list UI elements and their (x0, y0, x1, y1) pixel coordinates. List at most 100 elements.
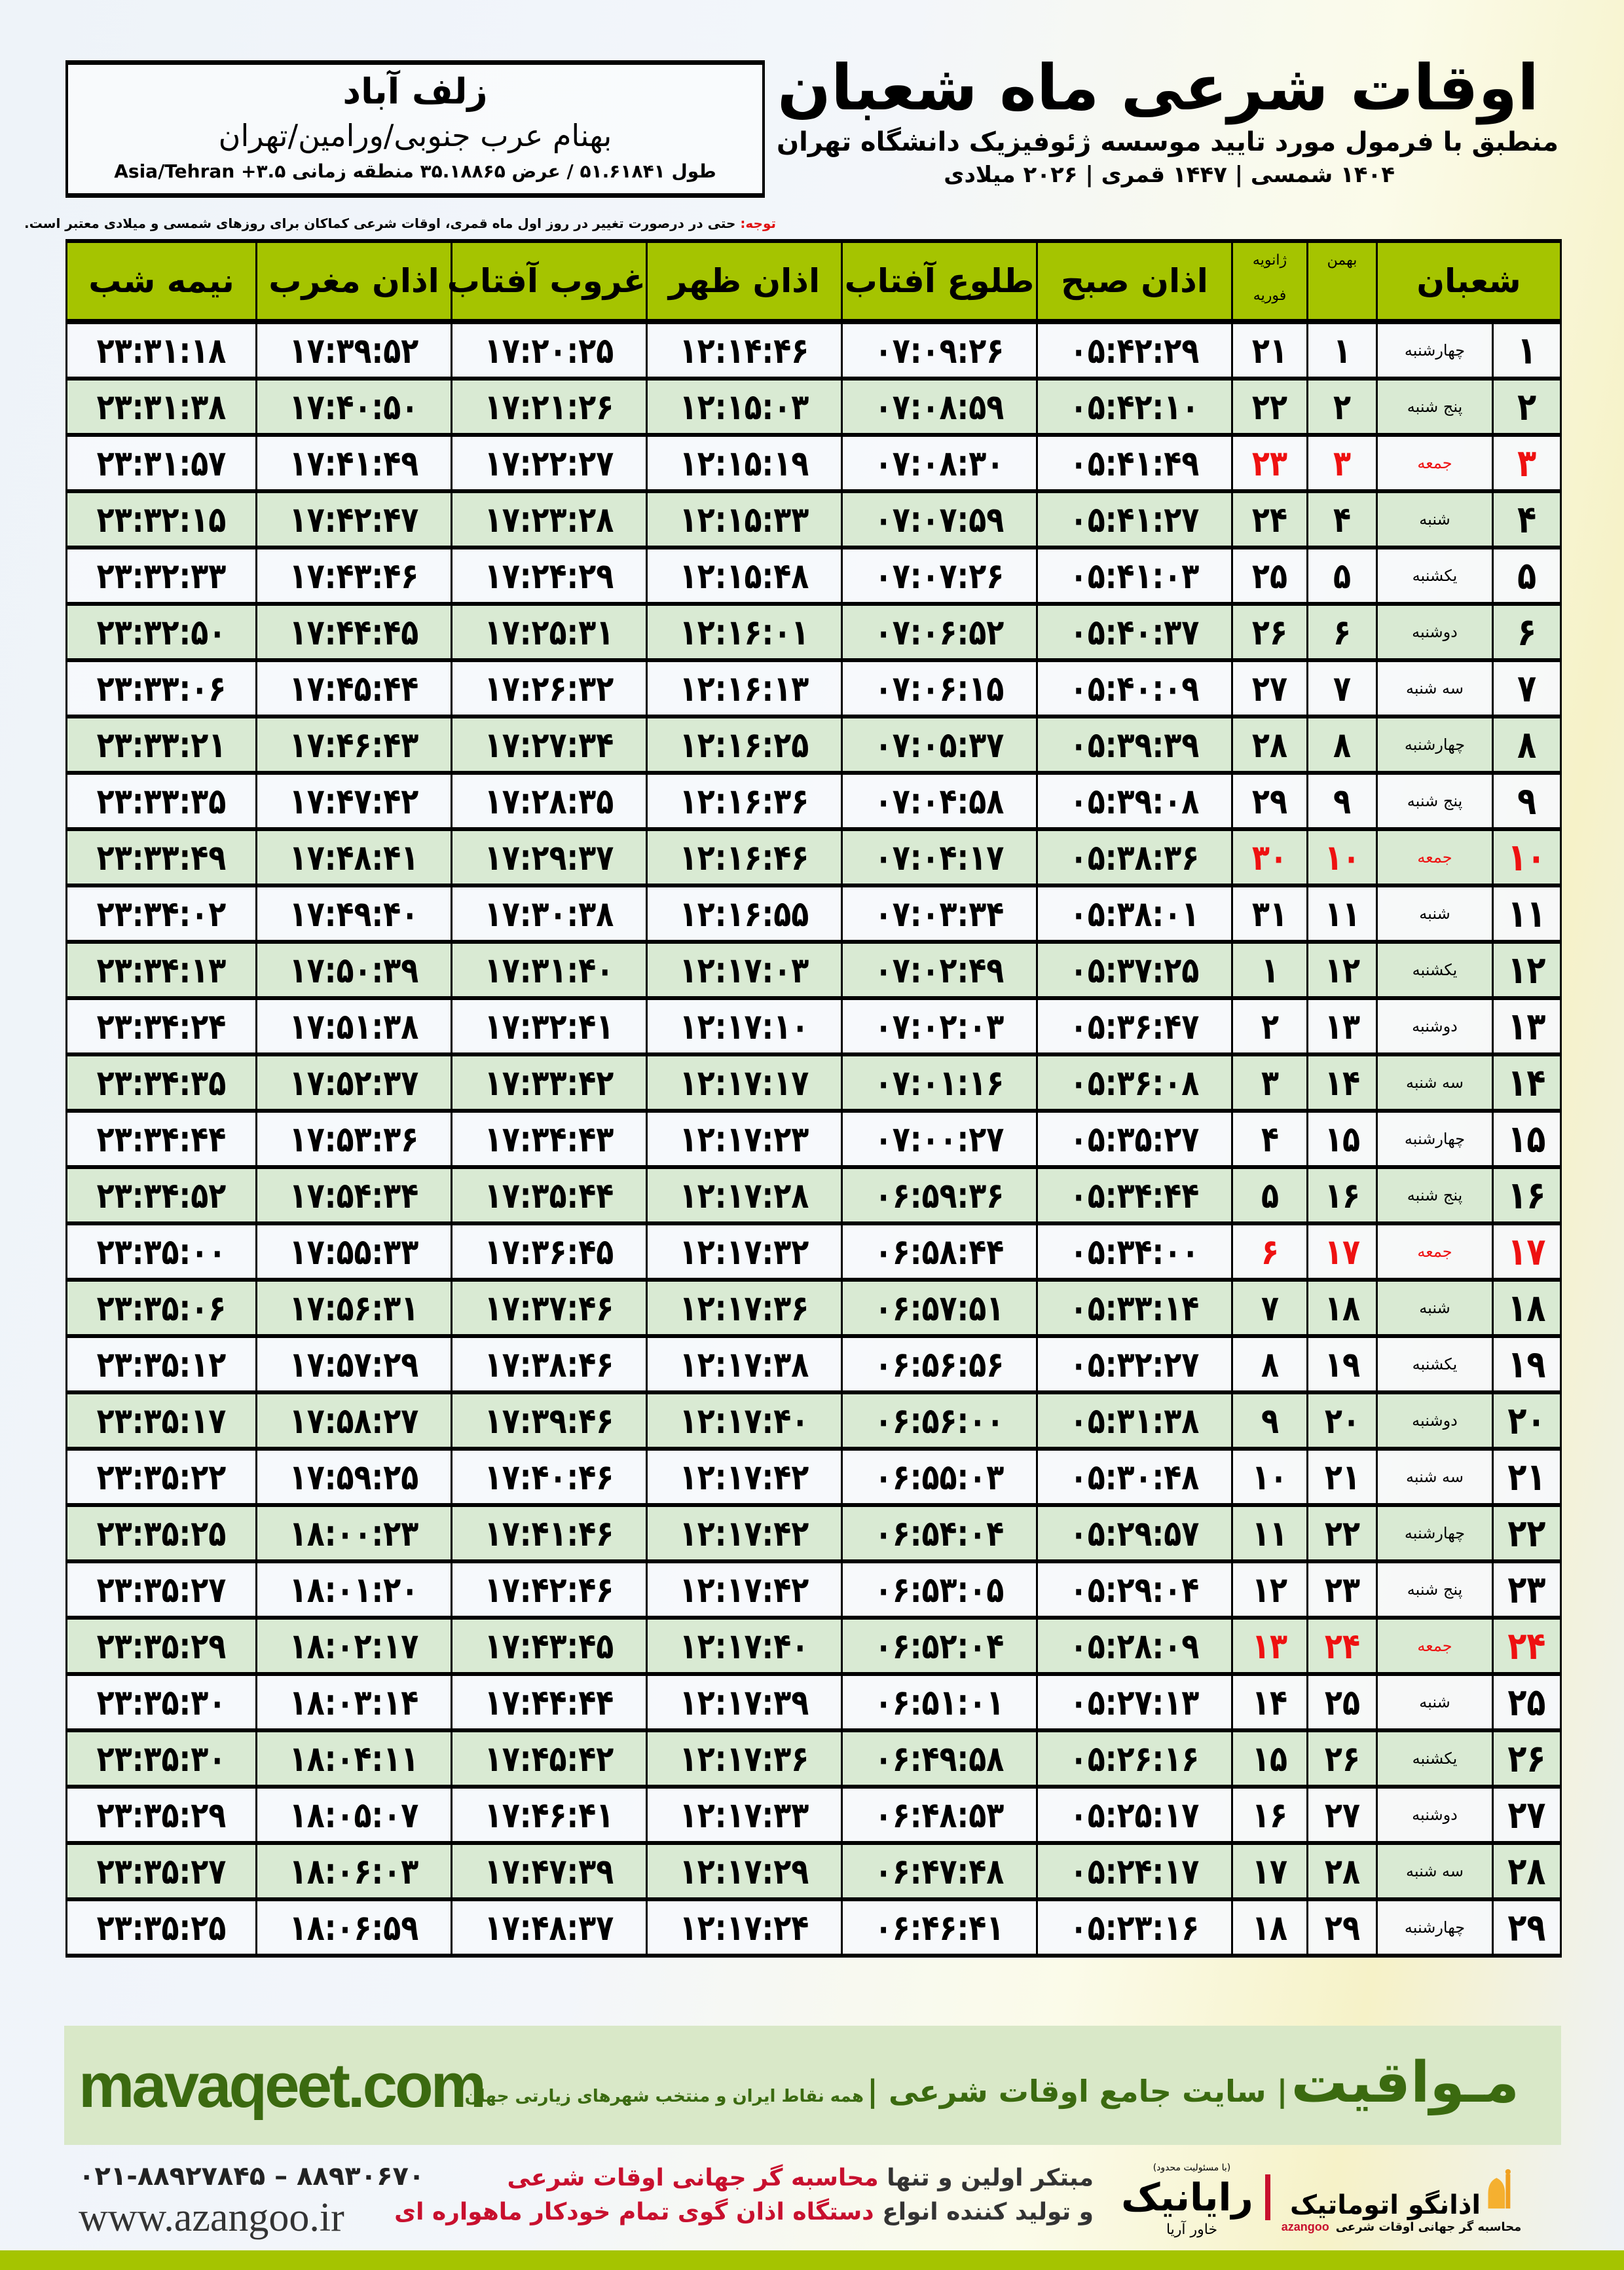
midnight-time-cell: ۲۳:۳۲:۵۰ (65, 603, 257, 662)
shaban-day-cell: ۲۵ (1492, 1673, 1562, 1732)
sunrise-time-cell: ۰۶:۵۴:۰۴ (841, 1504, 1038, 1563)
fajr-time-cell: ۰۵:۳۶:۰۸ (1036, 1053, 1233, 1113)
gregorian-day-cell: ۲۱ (1231, 320, 1308, 381)
sunset-time: ۱۷:۳۰:۳۸ (484, 893, 614, 935)
weekday: سه شنبه (1405, 1862, 1464, 1880)
gregorian-day: ۱۳ (1251, 1625, 1288, 1667)
fajr-time-cell: ۰۵:۲۴:۱۷ (1036, 1842, 1233, 1901)
midnight-time-cell: ۲۳:۳۵:۰۰ (65, 1222, 257, 1282)
header-bahman: بهمن (1306, 239, 1378, 324)
weekday-cell: سه شنبه (1375, 1053, 1494, 1113)
header-shaban: شعبان (1375, 239, 1562, 324)
maghrib-time: ۱۷:۴۳:۴۶ (289, 555, 419, 597)
header-february: فوریه (1253, 288, 1287, 304)
midnight-time: ۲۳:۳۵:۲۹ (96, 1794, 227, 1836)
fajr-time-cell: ۰۵:۳۰:۴۸ (1036, 1447, 1233, 1507)
midnight-time: ۲۳:۳۵:۲۹ (96, 1625, 227, 1667)
shaban-day-cell: ۲۶ (1492, 1729, 1562, 1789)
sunrise-time: ۰۶:۵۳:۰۵ (874, 1569, 1005, 1610)
sunrise-time-cell: ۰۷:۰۹:۲۶ (841, 320, 1038, 381)
mavaqeet-link[interactable]: mavaqeet.com (79, 2051, 487, 2121)
weekday-cell: سه شنبه (1375, 1842, 1494, 1901)
sunrise-time-cell: ۰۶:۵۲:۰۴ (841, 1616, 1038, 1676)
maghrib-time-cell: ۱۷:۴۰:۵۰ (255, 377, 452, 437)
sunrise-time: ۰۷:۰۴:۵۸ (874, 780, 1005, 822)
sunrise-time-cell: ۰۷:۰۲:۰۳ (841, 997, 1038, 1056)
sunrise-time: ۰۶:۴۸:۵۳ (874, 1794, 1005, 1836)
shaban-day: ۸ (1517, 722, 1537, 767)
bahman-day-cell: ۱۸ (1306, 1278, 1378, 1338)
bahman-day: ۱۲ (1324, 949, 1360, 991)
fajr-time: ۰۵:۳۸:۳۶ (1069, 836, 1200, 878)
sunrise-time-cell: ۰۶:۴۹:۵۸ (841, 1729, 1038, 1789)
midnight-time-cell: ۲۳:۳۲:۳۳ (65, 546, 257, 606)
shaban-day: ۱ (1517, 328, 1537, 373)
bahman-day-cell: ۱ (1306, 320, 1378, 381)
fajr-time-cell: ۰۵:۲۳:۱۶ (1036, 1898, 1233, 1958)
gregorian-day: ۲۶ (1251, 611, 1288, 653)
sunrise-time: ۰۶:۵۷:۵۱ (874, 1287, 1005, 1329)
azangoo-link[interactable]: www.azangoo.ir (79, 2195, 344, 2240)
dhuhr-time: ۱۲:۱۷:۰۳ (679, 949, 809, 991)
sunset-time: ۱۷:۴۳:۴۵ (484, 1625, 614, 1667)
fajr-time-cell: ۰۵:۴۰:۳۷ (1036, 603, 1233, 662)
weekday: پنج شنبه (1407, 792, 1463, 810)
midnight-time-cell: ۲۳:۳۵:۱۷ (65, 1391, 257, 1451)
midnight-time-cell: ۲۳:۳۴:۴۴ (65, 1109, 257, 1169)
midnight-time: ۲۳:۳۵:۱۲ (96, 1343, 227, 1385)
fajr-time: ۰۵:۲۴:۱۷ (1069, 1850, 1200, 1892)
shaban-day-cell: ۱۱ (1492, 884, 1562, 944)
sunset-time: ۱۷:۲۹:۳۷ (484, 836, 614, 878)
weekday: شنبه (1419, 1299, 1450, 1317)
shaban-day-cell: ۲۴ (1492, 1616, 1562, 1676)
bahman-day: ۲۷ (1324, 1794, 1360, 1836)
midnight-time-cell: ۲۳:۳۵:۲۹ (65, 1616, 257, 1676)
sunrise-time: ۰۶:۵۴:۰۴ (874, 1512, 1005, 1554)
fajr-time: ۰۵:۴۱:۲۷ (1069, 498, 1200, 540)
header-dhuhr: اذان ظهر (646, 239, 843, 324)
bahman-day: ۲۶ (1324, 1738, 1360, 1779)
bahman-day-cell: ۲ (1306, 377, 1378, 437)
weekday-cell: چهارشنبه (1375, 715, 1494, 775)
azangoo-name: اذانگو اتوماتیک (1290, 2190, 1481, 2220)
weekday-cell: سه شنبه (1375, 1447, 1494, 1507)
sunset-time: ۱۷:۳۶:۴۵ (484, 1231, 614, 1273)
gregorian-day: ۱۴ (1251, 1681, 1288, 1723)
sunrise-time: ۰۶:۵۹:۳۶ (874, 1174, 1005, 1216)
weekday: یکشنبه (1412, 1749, 1458, 1768)
weekday-cell: دوشنبه (1375, 603, 1494, 662)
gregorian-day-cell: ۴ (1231, 1109, 1308, 1169)
midnight-time: ۲۳:۳۵:۲۷ (96, 1850, 227, 1892)
sunrise-time: ۰۶:۴۷:۴۸ (874, 1850, 1005, 1892)
sunrise-time-cell: ۰۶:۵۵:۰۳ (841, 1447, 1038, 1507)
table-row: ۱۷ جمعه ۱۷ ۶ ۰۵:۳۴:۰۰ ۰۶:۵۸:۴۴ ۱۲:۱۷:۳۲ ۱۷:۳۶:۴… (65, 1222, 1562, 1282)
midnight-time: ۲۳:۳۵:۱۷ (96, 1400, 227, 1442)
banner-slogan: مـواقیت | سایت جامع اوقات شرعی | همه نقا… (465, 2037, 1519, 2144)
dhuhr-time: ۱۲:۱۶:۱۳ (679, 667, 809, 709)
maghrib-time: ۱۷:۴۸:۴۱ (289, 836, 419, 878)
bahman-day-cell: ۹ (1306, 772, 1378, 831)
gregorian-day-cell: ۲۳ (1231, 434, 1308, 493)
bahman-day: ۱۶ (1324, 1174, 1360, 1216)
sunset-time-cell: ۱۷:۳۸:۴۶ (451, 1335, 648, 1394)
sunrise-time-cell: ۰۷:۰۰:۲۷ (841, 1109, 1038, 1169)
midnight-time: ۲۳:۳۱:۳۸ (96, 386, 227, 428)
sunset-time: ۱۷:۳۷:۴۶ (484, 1287, 614, 1329)
bahman-day-cell: ۲۳ (1306, 1560, 1378, 1620)
maghrib-time: ۱۷:۵۱:۳۸ (289, 1005, 419, 1047)
gregorian-day: ۲۸ (1251, 724, 1288, 766)
header-sunset: غروب آفتاب (447, 239, 648, 324)
dhuhr-time: ۱۲:۱۷:۳۶ (679, 1738, 809, 1779)
sunrise-time: ۰۶:۴۹:۵۸ (874, 1738, 1005, 1779)
maghrib-time: ۱۷:۵۳:۳۶ (289, 1118, 419, 1160)
midnight-time-cell: ۲۳:۳۵:۲۲ (65, 1447, 257, 1507)
shaban-day-cell: ۲۲ (1492, 1504, 1562, 1563)
weekday-cell: پنج شنبه (1375, 1560, 1494, 1620)
bahman-day: ۲۵ (1324, 1681, 1360, 1723)
fajr-time: ۰۵:۳۶:۴۷ (1069, 1005, 1200, 1047)
midnight-time: ۲۳:۳۵:۲۵ (96, 1907, 227, 1948)
bahman-day-cell: ۴ (1306, 490, 1378, 549)
sunset-time-cell: ۱۷:۲۷:۳۴ (451, 715, 648, 775)
fajr-time: ۰۵:۳۶:۰۸ (1069, 1062, 1200, 1104)
sunset-time: ۱۷:۳۳:۴۲ (484, 1062, 614, 1104)
